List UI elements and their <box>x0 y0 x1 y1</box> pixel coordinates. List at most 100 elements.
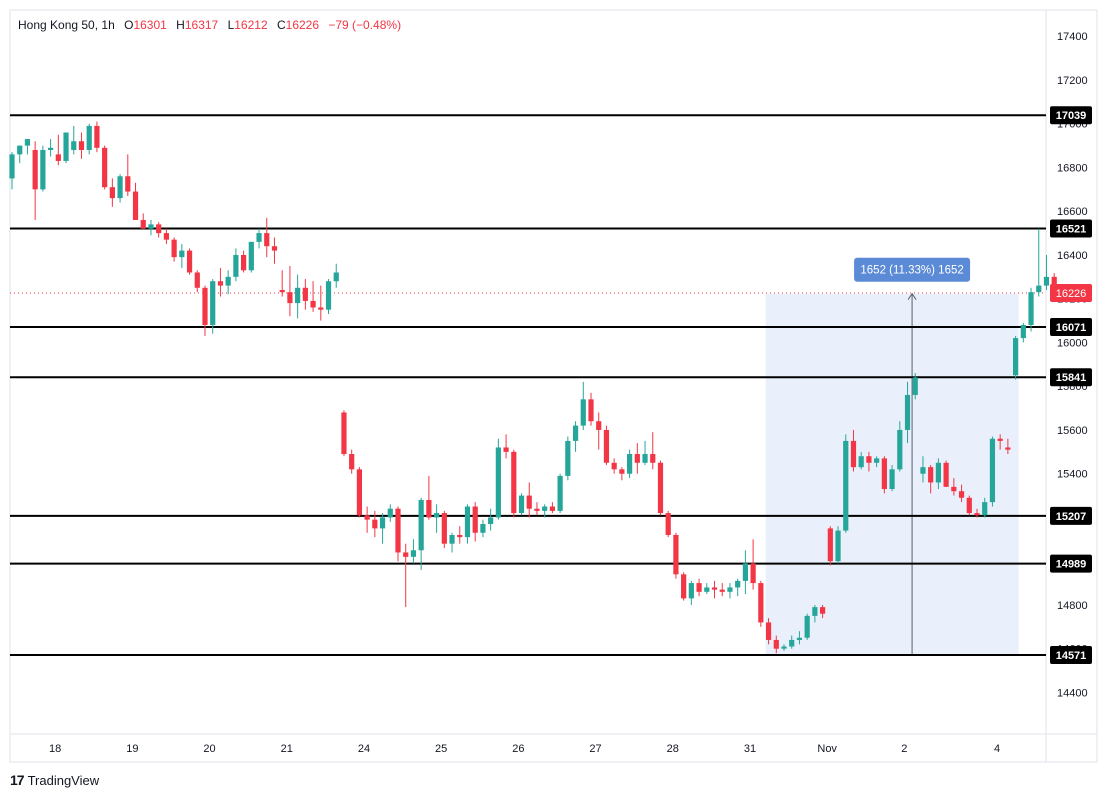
candle-body[interactable] <box>688 583 694 599</box>
candle-body[interactable] <box>997 438 1003 441</box>
candle-body[interactable] <box>217 281 224 286</box>
candle-body[interactable] <box>9 154 15 179</box>
candle-body[interactable] <box>86 125 92 150</box>
candle-body[interactable] <box>410 550 417 557</box>
candle-body[interactable] <box>912 377 918 395</box>
candle-body[interactable] <box>642 454 648 463</box>
candle-body[interactable] <box>17 145 23 155</box>
candle-body[interactable] <box>858 456 864 468</box>
candle-body[interactable] <box>434 513 440 518</box>
candle-body[interactable] <box>627 454 633 474</box>
candle-body[interactable] <box>850 440 857 468</box>
candle-body[interactable] <box>287 292 293 304</box>
candle-body[interactable] <box>271 246 278 251</box>
candle-body[interactable] <box>117 176 123 199</box>
candle-body[interactable] <box>650 454 656 463</box>
candle-body[interactable] <box>982 502 988 516</box>
candle-body[interactable] <box>356 469 362 516</box>
candle-body[interactable] <box>526 495 532 509</box>
candle-body[interactable] <box>1036 285 1042 293</box>
candle-body[interactable] <box>572 425 579 441</box>
candle-body[interactable] <box>843 440 849 531</box>
candle-body[interactable] <box>596 421 602 430</box>
candle-body[interactable] <box>488 517 494 525</box>
candle-body[interactable] <box>673 534 679 575</box>
candle-body[interactable] <box>418 499 424 551</box>
candle-body[interactable] <box>1043 276 1050 286</box>
candle-body[interactable] <box>426 499 432 518</box>
candle-body[interactable] <box>295 287 301 304</box>
candle-body[interactable] <box>503 447 509 452</box>
candle-body[interactable] <box>102 147 108 188</box>
candle-body[interactable] <box>379 517 386 529</box>
candle-body[interactable] <box>735 580 741 588</box>
candle-body[interactable] <box>395 508 401 553</box>
candle-body[interactable] <box>109 187 115 199</box>
candle-body[interactable] <box>480 524 486 533</box>
candle-body[interactable] <box>827 528 833 562</box>
candle-body[interactable] <box>78 141 85 150</box>
candle-body[interactable] <box>279 289 285 293</box>
candle-body[interactable] <box>1028 292 1034 325</box>
candle-body[interactable] <box>171 239 177 258</box>
candle-body[interactable] <box>557 475 563 511</box>
candle-body[interactable] <box>472 506 478 533</box>
candle-body[interactable] <box>904 394 911 430</box>
candle-body[interactable] <box>750 563 756 584</box>
candle-body[interactable] <box>40 149 46 190</box>
candle-body[interactable] <box>796 637 803 640</box>
candle-body[interactable] <box>1005 447 1011 450</box>
candle-body[interactable] <box>248 241 254 271</box>
candle-body[interactable] <box>665 513 671 535</box>
candle-body[interactable] <box>588 399 594 422</box>
candle-body[interactable] <box>657 462 664 514</box>
candle-body[interactable] <box>179 250 185 258</box>
tradingview-brand[interactable]: 17 TradingView <box>10 772 99 788</box>
candle-body[interactable] <box>889 469 895 490</box>
candle-body[interactable] <box>325 281 332 310</box>
candle-body[interactable] <box>449 534 455 544</box>
candle-body[interactable] <box>264 233 270 247</box>
candle-body[interactable] <box>310 300 316 308</box>
candle-body[interactable] <box>233 254 239 277</box>
candle-body[interactable] <box>457 534 463 538</box>
candle-body[interactable] <box>742 563 748 581</box>
candle-body[interactable] <box>866 456 872 463</box>
candle-body[interactable] <box>163 233 169 240</box>
candle-body[interactable] <box>619 469 625 474</box>
candle-body[interactable] <box>773 639 779 649</box>
candle-body[interactable] <box>48 147 54 150</box>
candle-body[interactable] <box>943 462 949 487</box>
candle-body[interactable] <box>387 508 393 518</box>
candle-body[interactable] <box>820 607 826 614</box>
candle-body[interactable] <box>951 486 957 492</box>
candle-body[interactable] <box>789 639 795 647</box>
candle-body[interactable] <box>94 125 100 148</box>
candle-body[interactable] <box>881 458 887 490</box>
candle-body[interactable] <box>241 254 247 271</box>
candle-body[interactable] <box>758 583 764 623</box>
candle-body[interactable] <box>194 272 200 288</box>
candle-body[interactable] <box>186 250 193 273</box>
candle-body[interactable] <box>920 467 926 474</box>
candle-body[interactable] <box>55 154 61 161</box>
candle-body[interactable] <box>202 287 208 325</box>
candle-body[interactable] <box>341 412 347 455</box>
candle-body[interactable] <box>63 132 69 161</box>
candle-body[interactable] <box>318 307 324 310</box>
candle-body[interactable] <box>464 506 471 538</box>
candle-body[interactable] <box>148 224 154 229</box>
candle-body[interactable] <box>897 429 903 470</box>
candle-body[interactable] <box>603 429 610 463</box>
candle-body[interactable] <box>1013 338 1019 376</box>
candle-body[interactable] <box>966 497 972 514</box>
candle-body[interactable] <box>132 191 139 220</box>
candle-body[interactable] <box>364 515 370 520</box>
candle-body[interactable] <box>611 462 617 470</box>
candle-body[interactable] <box>989 438 996 503</box>
candle-body[interactable] <box>71 141 77 150</box>
candle-body[interactable] <box>225 276 231 286</box>
candle-body[interactable] <box>835 530 841 562</box>
candle-body[interactable] <box>403 552 409 557</box>
